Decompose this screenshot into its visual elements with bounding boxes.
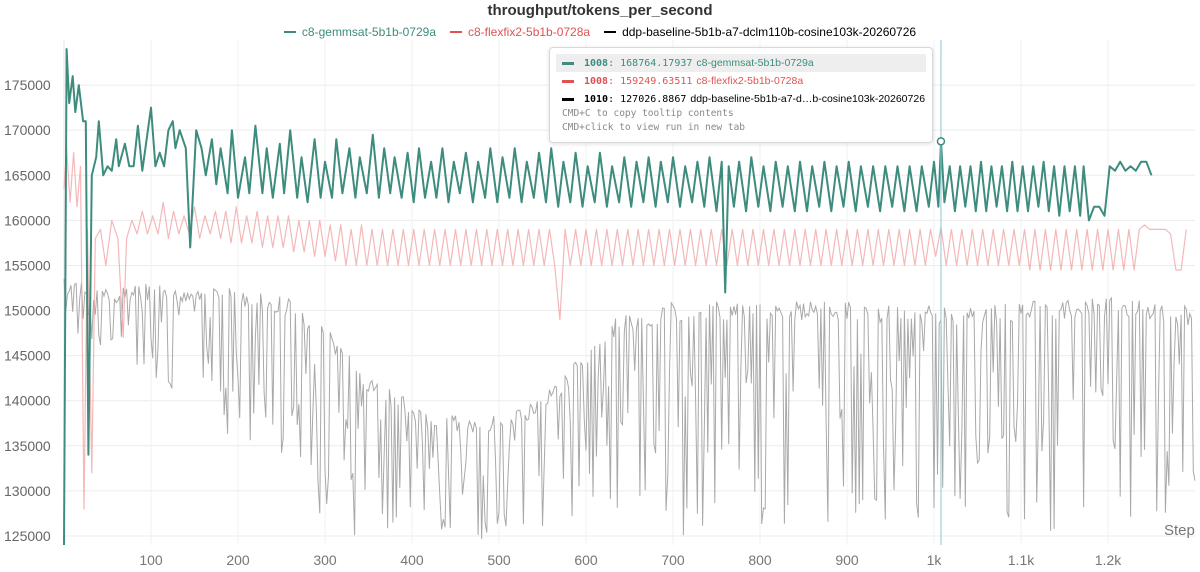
y-tick-label: 145000 (4, 348, 51, 364)
y-tick-label: 130000 (4, 483, 51, 499)
tooltip-row-flexfix2[interactable]: 1008: 159249.63511 c8-flexfix2-5b1b-0728… (556, 72, 926, 90)
y-tick-label: 135000 (4, 438, 51, 454)
x-tick-label: 1k (927, 552, 943, 568)
y-tick-label: 160000 (4, 212, 51, 228)
x-tick-label: 800 (748, 552, 772, 568)
x-tick-label: 100 (139, 552, 163, 568)
x-tick-label: 400 (400, 552, 424, 568)
tooltip-dash-gemmsat (562, 61, 574, 65)
hover-crosshair (936, 40, 946, 545)
tooltip-row-ddp-baseline[interactable]: 1010: 127026.8867 ddp-baseline-5b1b-a7-d… (556, 90, 926, 108)
legend-label-ddp-baseline: ddp-baseline-5b1b-a7-dclm110b-cosine103k… (622, 25, 917, 39)
legend-swatch-flexfix2 (450, 31, 462, 33)
y-tick-label: 155000 (4, 257, 51, 273)
y-tick-label: 140000 (4, 393, 51, 409)
legend-label-flexfix2: c8-flexfix2-5b1b-0728a (468, 25, 591, 39)
tooltip-colon: : (608, 93, 621, 105)
series-ddp-baseline (63, 278, 1196, 540)
x-tick-label: 300 (313, 552, 337, 568)
chart-title: throughput/tokens_per_second (487, 2, 713, 19)
y-tick-label: 125000 (4, 528, 51, 544)
tooltip-dash-ddp-baseline (562, 97, 574, 101)
tooltip-run-name: c8-gemmsat-5b1b-0729a (696, 57, 814, 69)
x-tick-label: 900 (835, 552, 859, 568)
y-tick-label: 175000 (4, 77, 51, 93)
tooltip-hint-copy: CMD+C to copy tooltip contents (562, 108, 734, 119)
tooltip-row-gemmsat[interactable]: 1008: 168764.17937 c8-gemmsat-5b1b-0729a (556, 54, 926, 72)
hover-point-marker (936, 137, 946, 146)
x-tick-label: 1.2k (1095, 552, 1122, 568)
series-flexfix2 (63, 147, 1187, 510)
legend-item-flexfix2[interactable]: c8-flexfix2-5b1b-0728a (450, 25, 590, 39)
legend-item-gemmsat[interactable]: c8-gemmsat-5b1b-0729a (283, 25, 436, 39)
tooltip-value: 168764.17937 (620, 57, 693, 69)
legend-item-ddp-baseline[interactable]: ddp-baseline-5b1b-a7-dclm110b-cosine103k… (604, 25, 916, 39)
y-tick-label: 165000 (4, 167, 51, 183)
x-axis-ticks: 100 200 300 400 500 600 700 800 900 1k 1.1k 1.2k (139, 552, 1122, 568)
tooltip-step: 1010 (584, 93, 609, 105)
y-tick-label: 170000 (4, 122, 51, 138)
tooltip-colon: : (608, 57, 621, 69)
x-tick-label: 1.1k (1008, 552, 1035, 568)
x-tick-label: 700 (661, 552, 685, 568)
tooltip-step: 1008 (584, 57, 609, 69)
hover-tooltip: 1008: 168764.17937 c8-gemmsat-5b1b-0729a… (549, 47, 933, 143)
legend-swatch-ddp-baseline (604, 31, 617, 33)
series-line-flexfix2 (63, 147, 1187, 510)
series-gemmsat (63, 48, 1153, 546)
tooltip-colon: : (608, 75, 621, 87)
series-line-gemmsat (63, 48, 1153, 546)
tooltip-hint-click: CMD+click to view run in new tab (562, 122, 746, 133)
y-tick-label: 150000 (4, 303, 51, 319)
legend-label-gemmsat: c8-gemmsat-5b1b-0729a (301, 25, 436, 39)
tooltip-value: 159249.63511 (620, 75, 693, 87)
chart-legend: c8-gemmsat-5b1b-0729a c8-flexfix2-5b1b-0… (0, 25, 1200, 39)
tooltip-step: 1008 (584, 75, 609, 87)
x-axis-label: Step (1164, 522, 1195, 539)
x-tick-label: 600 (574, 552, 598, 568)
tooltip-dash-flexfix2 (562, 79, 574, 83)
tooltip-run-name: ddp-baseline-5b1b-a7-d…b-cosine103k-2026… (690, 93, 926, 105)
tooltip-value: 127026.8867 (620, 93, 687, 105)
tooltip-run-name: c8-flexfix2-5b1b-0728a (696, 75, 804, 87)
x-tick-label: 200 (226, 552, 250, 568)
grid-lines (63, 40, 1195, 545)
series-line-ddp-baseline (63, 278, 1196, 540)
y-axis-ticks: 125000 130000 135000 140000 145000 150000 1550… (4, 77, 51, 544)
x-tick-label: 500 (487, 552, 511, 568)
legend-swatch-gemmsat (283, 31, 296, 33)
